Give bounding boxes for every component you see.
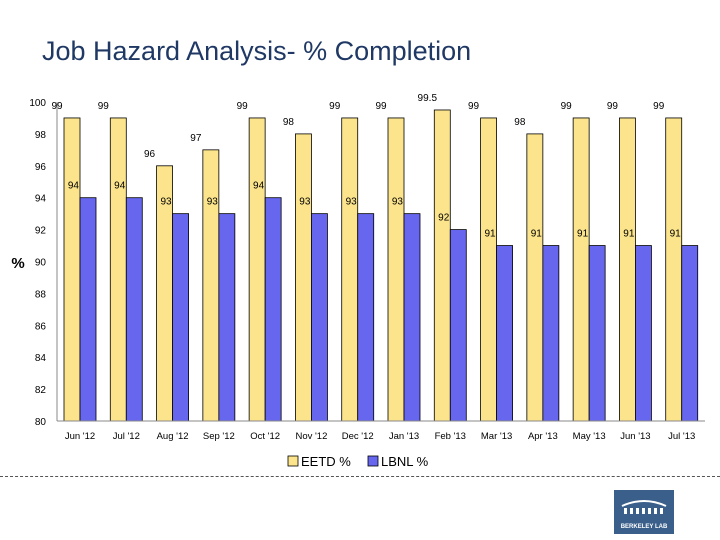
data-label: 99 — [98, 101, 110, 112]
bar-eetd — [526, 133, 544, 422]
data-label: 93 — [346, 197, 358, 208]
data-label: 91 — [670, 229, 682, 240]
data-label: 99 — [51, 101, 63, 112]
bar-lbnl — [403, 213, 421, 422]
data-label: 93 — [392, 197, 404, 208]
bar-eetd — [202, 149, 220, 422]
y-tick-label: 82 — [35, 385, 47, 396]
page-title: Job Hazard Analysis- % Completion — [42, 36, 472, 66]
data-label: 93 — [207, 197, 219, 208]
x-tick-label: Sep '12 — [203, 431, 235, 442]
x-tick-label: Nov '12 — [295, 431, 327, 442]
legend-label: LBNL % — [381, 454, 429, 469]
bar-lbnl — [218, 213, 236, 422]
bar-lbnl — [449, 229, 467, 422]
bar-eetd — [341, 117, 359, 422]
x-axis-ticks: Jun '12 Jul '12 Aug '12 Sep '12 Oct '12 Nov '… — [57, 420, 705, 442]
bar-eetd — [63, 117, 81, 422]
y-tick-label: 80 — [35, 417, 47, 428]
x-tick-label: Jun '13 — [620, 431, 650, 442]
bar-eetd — [295, 133, 312, 422]
bar-lbnl — [357, 213, 375, 422]
data-label: 91 — [531, 229, 543, 240]
y-tick-label: 94 — [35, 194, 47, 205]
data-label: 93 — [299, 197, 311, 208]
data-label: 99 — [561, 101, 573, 112]
y-tick-label: 88 — [35, 289, 47, 300]
data-label: 93 — [160, 197, 172, 208]
x-tick-label: Apr '13 — [528, 431, 558, 442]
x-tick-label: Oct '12 — [250, 431, 280, 442]
x-tick-label: Jun '12 — [65, 431, 95, 442]
bar-lbnl — [542, 245, 560, 422]
y-tick-label: 96 — [35, 162, 47, 173]
y-tick-label: 84 — [35, 353, 47, 364]
bars: 99 94 99 94 96 93 97 93 99 94 98 93 99 93 99 93 99.5 92 99… — [51, 93, 699, 422]
data-label: 99 — [329, 101, 341, 112]
y-axis-ticks: 80 82 84 86 88 90 92 94 96 98 100 — [29, 98, 58, 428]
data-label: 91 — [623, 229, 635, 240]
bar-lbnl — [311, 213, 328, 422]
bar-lbnl — [588, 245, 606, 422]
data-label: 99 — [468, 101, 480, 112]
data-label: 91 — [577, 229, 589, 240]
bar-eetd — [619, 117, 636, 422]
footer-divider — [0, 476, 720, 477]
legend-label: EETD % — [301, 454, 351, 469]
data-label: 99 — [653, 101, 665, 112]
bar-eetd — [387, 117, 405, 422]
bar-lbnl — [496, 245, 513, 422]
bar-lbnl — [635, 245, 652, 422]
data-label: 98 — [283, 117, 295, 128]
bar-eetd — [433, 109, 451, 422]
data-label: 96 — [144, 149, 156, 160]
bar-chart: 80 82 84 86 88 90 92 94 96 98 100 99 94 99 94 96 93 97 93… — [11, 93, 705, 469]
x-tick-label: Mar '13 — [481, 431, 512, 442]
x-tick-label: Feb '13 — [435, 431, 466, 442]
x-tick-label: Jul '12 — [113, 431, 140, 442]
bar-lbnl — [172, 213, 189, 422]
bar-lbnl — [79, 197, 97, 422]
y-tick-label: 100 — [29, 98, 46, 109]
bar-eetd — [109, 117, 127, 422]
data-label: 91 — [484, 229, 496, 240]
x-tick-label: Aug '12 — [157, 431, 189, 442]
bar-eetd — [572, 117, 590, 422]
data-label: 94 — [114, 181, 126, 192]
x-tick-label: Jan '13 — [389, 431, 419, 442]
data-label: 92 — [438, 213, 450, 224]
bar-lbnl — [125, 197, 143, 422]
bar-lbnl — [681, 245, 699, 422]
data-label: 94 — [253, 181, 265, 192]
building-icon — [621, 500, 667, 514]
y-tick-label: 98 — [35, 130, 47, 141]
berkeley-lab-logo: BERKELEY LAB — [614, 490, 674, 534]
legend-swatch — [287, 455, 299, 467]
logo-text: BERKELEY LAB — [620, 524, 668, 530]
data-label: 94 — [68, 181, 80, 192]
legend-swatch — [367, 455, 379, 467]
x-tick-label: May '13 — [573, 431, 606, 442]
bar-eetd — [480, 117, 497, 422]
y-tick-label: 90 — [35, 258, 47, 269]
x-tick-label: Dec '12 — [342, 431, 374, 442]
legend: EETD % LBNL % — [287, 454, 429, 469]
bar-eetd — [665, 117, 683, 422]
data-label: 99 — [237, 101, 249, 112]
data-label: 99 — [607, 101, 619, 112]
bar-eetd — [248, 117, 266, 422]
y-tick-label: 86 — [35, 321, 47, 332]
data-label: 99 — [375, 101, 387, 112]
bar-lbnl — [264, 197, 282, 422]
data-label: 99.5 — [418, 93, 438, 104]
x-tick-label: Jul '13 — [668, 431, 695, 442]
data-label: 97 — [190, 133, 202, 144]
data-label: 98 — [514, 117, 526, 128]
y-tick-label: 92 — [35, 226, 47, 237]
y-axis-label: % — [11, 255, 24, 272]
